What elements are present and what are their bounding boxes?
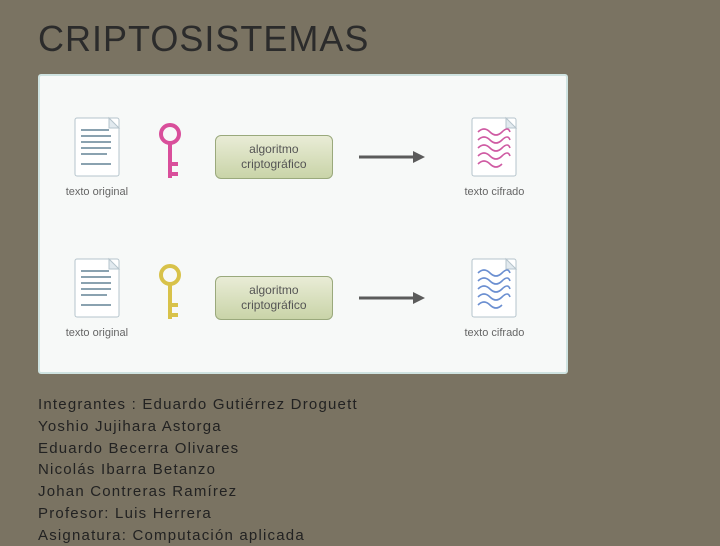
algo-line1: algoritmo [249, 283, 298, 297]
footer-line: Asignatura: Computación aplicada [38, 525, 557, 546]
crypto-diagram: texto original algoritmo criptográfico [38, 74, 568, 374]
algo-line2: criptográfico [241, 298, 306, 312]
diagram-row: texto original algoritmo criptográfico [54, 231, 552, 364]
key-icon [155, 122, 185, 192]
footer-line: Eduardo Becerra Olivares [38, 438, 557, 460]
key-icon [155, 263, 185, 333]
input-label: texto original [66, 327, 128, 339]
footer-block: Integrantes : Eduardo Gutiérrez Droguett… [38, 394, 557, 546]
page-title: CRIPTOSISTEMAS [38, 18, 557, 60]
algo-line1: algoritmo [249, 142, 298, 156]
cipher-document-icon [466, 116, 522, 182]
output-label: texto cifrado [465, 186, 525, 198]
algorithm-box: algoritmo criptográfico [215, 276, 333, 320]
footer-line: Nicolás Ibarra Betanzo [38, 459, 557, 481]
cipher-document-icon [466, 257, 522, 323]
footer-line: Profesor: Luis Herrera [38, 503, 557, 525]
footer-line: Johan Contreras Ramírez [38, 481, 557, 503]
footer-line: Integrantes : Eduardo Gutiérrez Droguett [38, 394, 557, 416]
arrow-icon [357, 147, 427, 167]
diagram-row: texto original algoritmo criptográfico [54, 90, 552, 223]
input-label: texto original [66, 186, 128, 198]
arrow-icon [357, 288, 427, 308]
algo-line2: criptográfico [241, 157, 306, 171]
document-icon [69, 257, 125, 323]
footer-line: Yoshio Jujihara Astorga [38, 416, 557, 438]
algorithm-box: algoritmo criptográfico [215, 135, 333, 179]
slide: CRIPTOSISTEMAS texto original [0, 0, 585, 540]
output-label: texto cifrado [465, 327, 525, 339]
document-icon [69, 116, 125, 182]
